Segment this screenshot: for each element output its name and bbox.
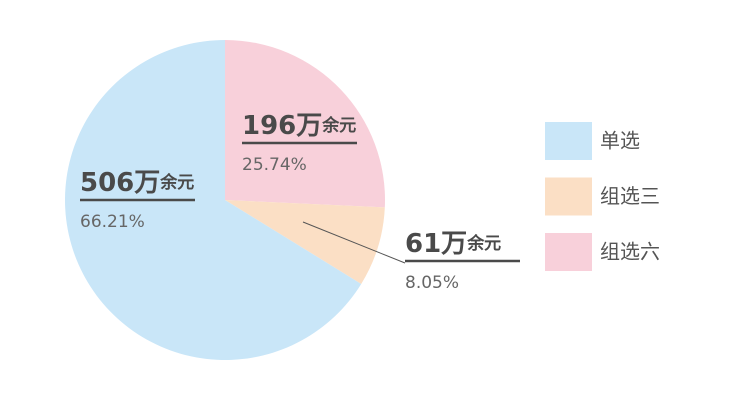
amount: 196万 [242, 111, 322, 141]
amount-unit: 余元 [321, 115, 356, 136]
leader-line [302, 221, 406, 264]
amount-label: 196万余元 [242, 111, 356, 141]
legend-swatch [545, 177, 592, 216]
legend-swatch [545, 233, 592, 271]
amount-unit: 余元 [159, 172, 194, 193]
amount: 506万 [80, 168, 160, 198]
legend-swatch [545, 122, 592, 160]
pie-slice [65, 40, 362, 360]
legend-label: 单选 [600, 129, 640, 153]
amount-label: 61万余元 [405, 229, 501, 259]
legend-label: 组选三 [600, 184, 660, 208]
amount-unit: 余元 [466, 233, 501, 254]
percent-label: 25.74% [242, 155, 307, 175]
pie-slice [225, 200, 385, 284]
amount-label: 506万余元 [80, 168, 194, 198]
percent-label: 66.21% [80, 212, 145, 232]
legend-label: 组选六 [600, 240, 660, 264]
pie-slice [225, 40, 385, 208]
pie [65, 40, 385, 360]
percent-label: 8.05% [405, 273, 459, 293]
amount: 61万 [405, 229, 467, 259]
labels: 506万余元66.21%61万余元8.05%196万余元25.74%单选组选三组… [80, 111, 660, 293]
